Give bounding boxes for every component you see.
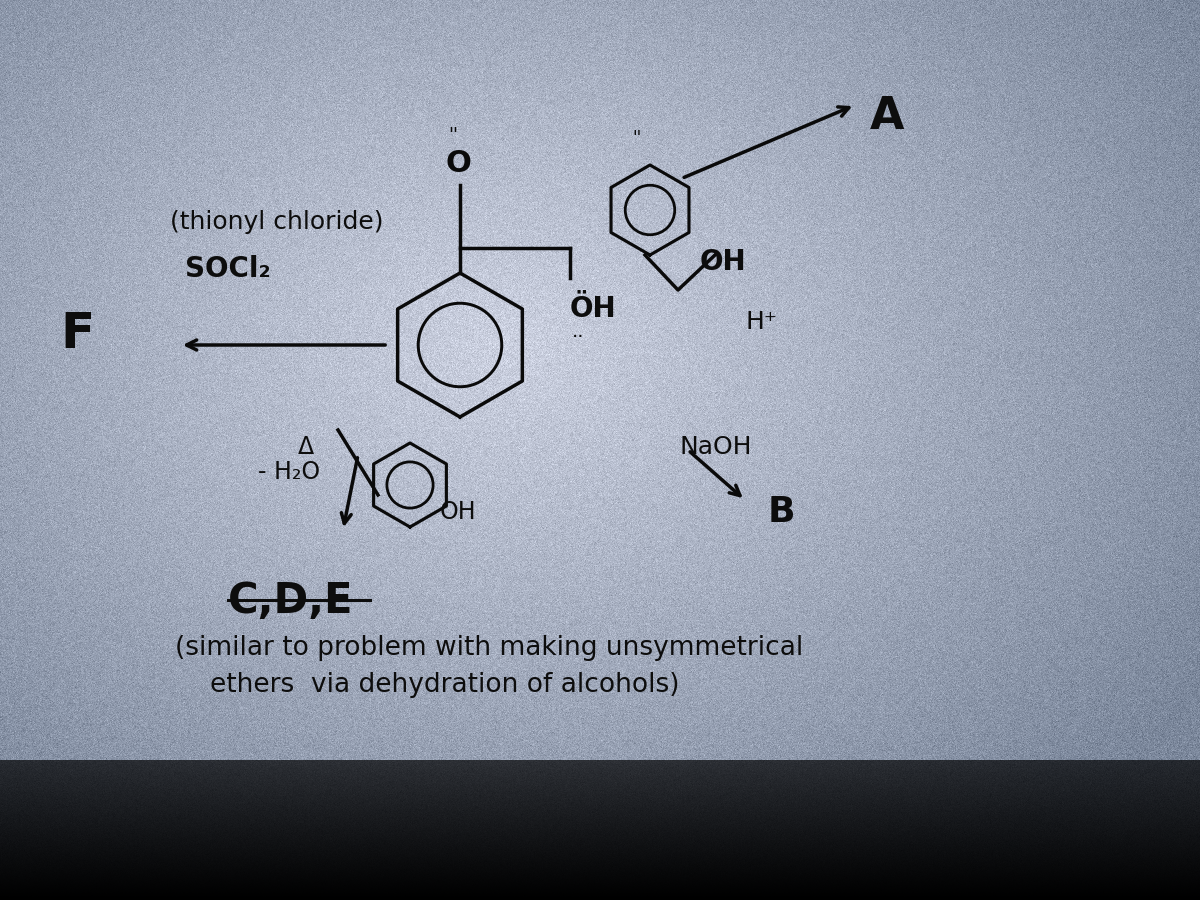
Text: - H₂O: - H₂O (258, 460, 320, 484)
Text: B: B (768, 495, 796, 529)
Text: OH: OH (440, 500, 476, 524)
Text: (thionyl chloride): (thionyl chloride) (170, 210, 384, 234)
Text: OH: OH (700, 248, 746, 276)
Text: F: F (60, 310, 95, 358)
Text: '': '' (632, 129, 641, 147)
Text: C,D,E: C,D,E (228, 580, 354, 622)
Text: ethers  via dehydration of alcohols): ethers via dehydration of alcohols) (210, 672, 679, 698)
Text: SOCl₂: SOCl₂ (185, 255, 271, 283)
Text: H⁺: H⁺ (745, 310, 778, 334)
Text: NaOH: NaOH (680, 435, 752, 459)
Text: ÖH: ÖH (570, 295, 617, 323)
Text: ..: .. (572, 322, 584, 341)
Text: A: A (870, 95, 905, 138)
Text: O: O (445, 148, 470, 177)
Text: (similar to problem with making unsymmetrical: (similar to problem with making unsymmet… (175, 635, 803, 661)
Text: '': '' (448, 126, 458, 144)
Text: Δ: Δ (298, 435, 314, 459)
